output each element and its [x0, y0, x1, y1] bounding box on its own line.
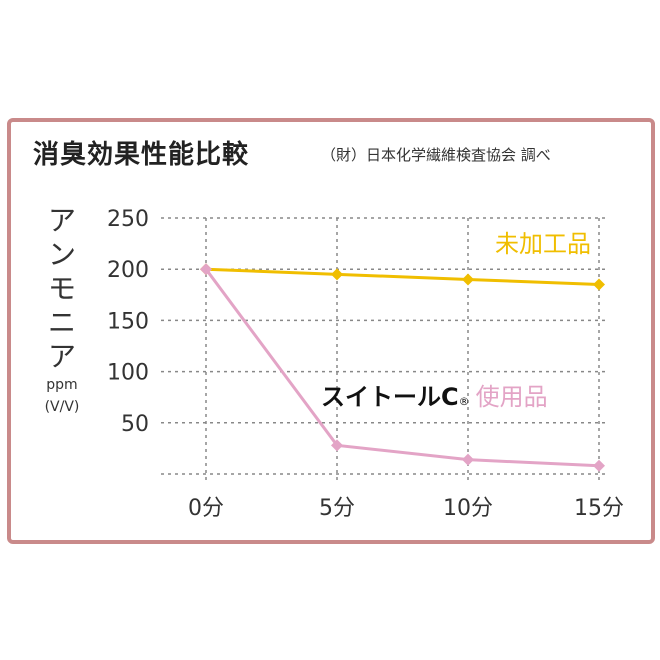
x-tick-label: 5分 — [319, 496, 355, 521]
data-point — [462, 273, 474, 286]
y-axis-label: ア ン モ ニ ア ppm (V/V) — [37, 204, 87, 418]
y-unit-ppm: ppm — [46, 377, 78, 393]
y-label-char: ア — [47, 340, 76, 373]
series-line-1 — [204, 268, 600, 468]
y-tick-label: 50 — [121, 412, 149, 437]
y-label-char: ア — [47, 204, 76, 237]
x-tick-label: 10分 — [443, 496, 493, 521]
brand-name: スイトールC — [321, 383, 459, 411]
series-line-0 — [205, 267, 600, 287]
y-tick-label: 200 — [107, 258, 149, 283]
data-point — [593, 278, 605, 291]
x-tick-label: 15分 — [574, 496, 624, 521]
chart-title: 消臭効果性能比較 — [33, 140, 250, 170]
y-label-char: モ — [47, 272, 76, 305]
series-label-untreated: 未加工品 — [495, 230, 591, 258]
data-point — [593, 459, 605, 472]
y-unit-vv: (V/V) — [44, 399, 80, 415]
y-tick-label: 100 — [107, 361, 149, 386]
chart-source: （財）日本化学繊維検査協会 調べ — [321, 146, 551, 164]
y-label-char: ン — [47, 238, 76, 271]
data-point — [331, 268, 343, 281]
y-tick-label: 250 — [107, 207, 149, 232]
chart-frame: 消臭効果性能比較 （財）日本化学繊維検査協会 調べ ア ン モ ニ ア ppm … — [7, 118, 655, 544]
x-tick-label: 0分 — [188, 496, 224, 521]
y-tick-label: 150 — [107, 309, 149, 334]
data-point — [200, 263, 212, 276]
treated-suffix: 使用品 — [476, 383, 548, 411]
registered-mark: ® — [459, 395, 470, 408]
data-point — [331, 439, 343, 452]
y-label-char: ニ — [47, 306, 76, 339]
series-label-treated: スイトールC® 使用品 — [321, 383, 548, 411]
data-point — [462, 453, 474, 466]
